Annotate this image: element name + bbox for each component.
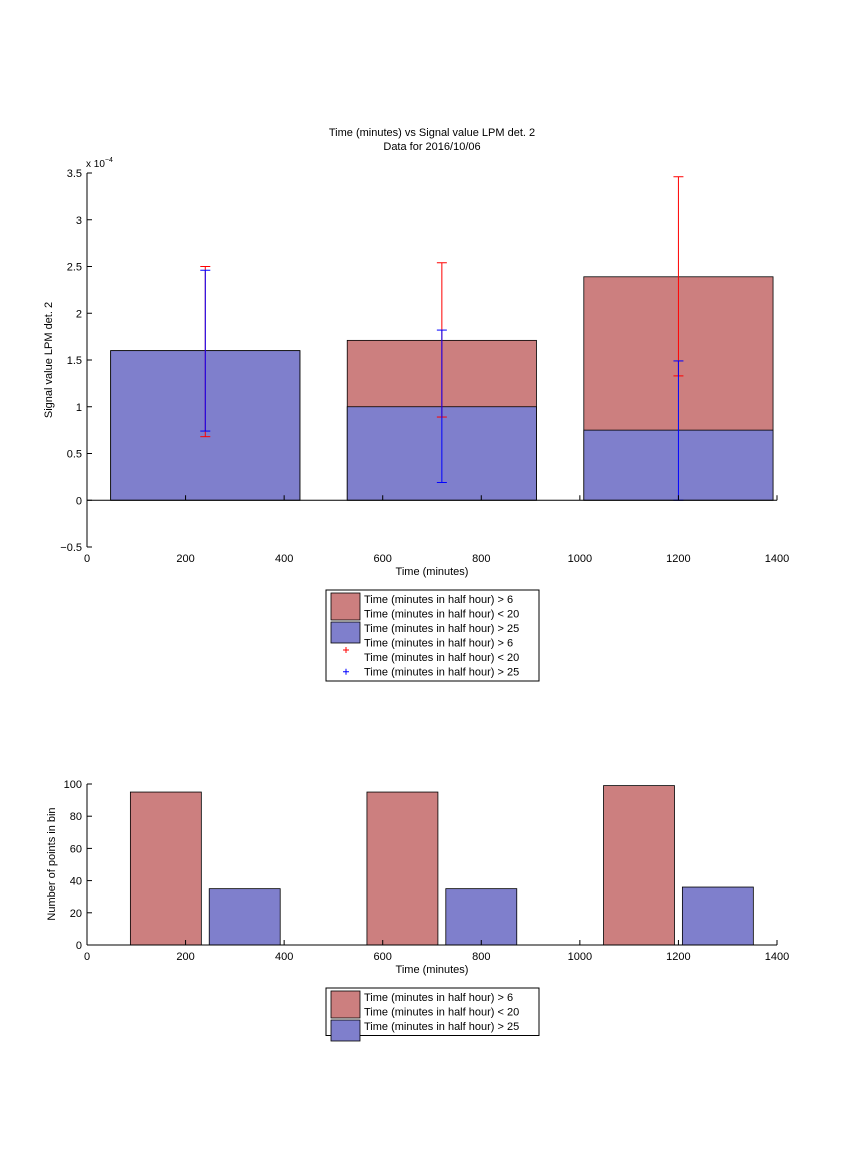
chart-1-legend-swatch [330, 592, 361, 621]
chart-1-legend-label: Time (minutes in half hour) > 25 [364, 667, 519, 679]
chart-2-x-tick-label: 200 [176, 951, 194, 963]
chart-2-legend-label: Time (minutes in half hour) > 25 [364, 1021, 519, 1033]
chart-2-legend-swatch [330, 1019, 361, 1042]
chart-2-bar-blue [208, 888, 281, 946]
chart-1-x-tick-label: 1400 [765, 553, 789, 565]
chart-1-legend-label: Time (minutes in half hour) < 20 [364, 609, 519, 621]
chart-2-x-tick-label: 800 [472, 951, 490, 963]
chart-2-x-tick-label: 600 [374, 951, 392, 963]
chart-1-y-axis-label: Signal value LPM det. 2 [43, 302, 55, 418]
chart-2-bar-blue [445, 888, 518, 946]
chart-1-y-tick-label: 2 [76, 308, 82, 320]
chart-1-legend-label: Time (minutes in half hour) > 25 [364, 623, 519, 635]
chart-2-x-tick-label: 400 [275, 951, 293, 963]
chart-1-title: Time (minutes) vs Signal value LPM det. … [329, 127, 535, 139]
chart-1-y-tick-label: 0 [76, 495, 82, 507]
chart-1-legend-box [325, 589, 540, 682]
chart-1-y-exponent-power: −4 [105, 157, 113, 164]
chart-2-bar-red [129, 791, 202, 946]
chart-1-x-tick-label: 0 [84, 553, 90, 565]
chart-2-legend-box [325, 987, 540, 1036]
chart-2-legend: Time (minutes in half hour) > 6 Time (min… [325, 987, 540, 1042]
chart-2-y-axis-label: Number of points in bin [46, 807, 58, 920]
chart-1-y-tick-label: 3.5 [67, 168, 82, 180]
chart-2-x-tick-label: 1400 [765, 951, 789, 963]
chart-1-y-tick-label: 1 [76, 402, 82, 414]
chart-2-x-tick-label: 1000 [568, 951, 592, 963]
chart-1-x-tick-label: 1200 [666, 553, 690, 565]
chart-1-y-tick-label: −0.5 [60, 542, 82, 554]
chart-2-y-tick-label: 40 [70, 876, 82, 888]
chart-2-y-tick-label: 0 [76, 940, 82, 952]
chart-1-y-tick-label: 0.5 [67, 449, 82, 461]
chart-2-y-tick-label: 60 [70, 843, 82, 855]
chart-2-y-tick-label: 80 [70, 811, 82, 823]
chart-2-bar-red [366, 791, 439, 946]
chart-1-x-tick-label: 400 [275, 553, 293, 565]
chart-2-y-tick-label: 20 [70, 908, 82, 920]
chart-1-y-exponent-base: x 10 [86, 159, 105, 170]
chart-1-y-tick-label: 1.5 [67, 355, 82, 367]
chart-1-plot: 0 200 400 600 800 1000 1200 1400−0.500.511.522.… [60, 168, 789, 565]
chart-1-y-tick-label: 2.5 [67, 262, 82, 274]
chart-2-x-tick-label: 1200 [666, 951, 690, 963]
chart-1-legend: Time (minutes in half hour) > 6 Time (min… [325, 589, 540, 682]
chart-2-plot: 0 200 400 600 800 1000 1200 1400 0 20 40 60 80 100 [64, 779, 790, 963]
chart-2-legend-label: Time (minutes in half hour) > 6 [364, 992, 513, 1004]
chart-1-legend-label: Time (minutes in half hour) > 6 [364, 594, 513, 606]
chart-2-y-tick-label: 100 [64, 779, 82, 791]
chart-2-legend-label: Time (minutes in half hour) < 20 [364, 1007, 519, 1019]
chart-1-legend-swatch [330, 621, 361, 644]
chart-2-x-axis-label: Time (minutes) [396, 964, 469, 976]
chart-2-bar-blue [681, 886, 754, 946]
chart-1-x-tick-label: 800 [472, 553, 490, 565]
chart-1-x-axis-label: Time (minutes) [396, 566, 469, 578]
chart-1-y-tick-label: 3 [76, 215, 82, 227]
chart-1-y-exponent: x 10−4 [86, 157, 113, 170]
chart-1-subtitle: Data for 2016/10/06 [383, 141, 480, 153]
chart-1-legend-label: Time (minutes in half hour) > 6 [364, 638, 513, 650]
chart-1-x-tick-label: 200 [176, 553, 194, 565]
chart-1-legend-label: Time (minutes in half hour) < 20 [364, 652, 519, 664]
chart-1-x-tick-label: 1000 [568, 553, 592, 565]
chart-1-x-tick-label: 600 [374, 553, 392, 565]
chart-2-bar-red [603, 785, 675, 946]
chart-2-legend-swatch [330, 990, 361, 1019]
chart-2-x-tick-label: 0 [84, 951, 90, 963]
